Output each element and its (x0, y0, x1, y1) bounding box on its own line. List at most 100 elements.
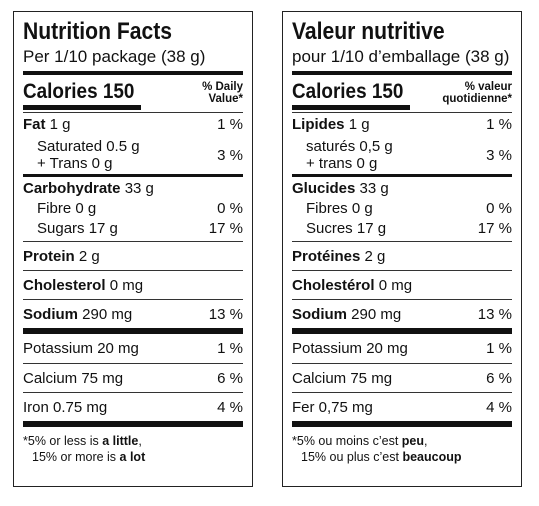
sugars-dv: 17 % (208, 219, 243, 237)
divider (292, 328, 512, 334)
cholesterol-row: Cholestérol 0 mg (292, 271, 512, 299)
footnote-bold: a little (102, 434, 139, 448)
dv-header-line2: quotidienne* (442, 93, 512, 105)
sodium-label: Sodium (23, 305, 78, 323)
carbohydrate-label: Glucides (292, 179, 356, 197)
iron-row: Iron 0.75 mg 4 % (23, 393, 243, 421)
daily-value-header: % valeur quotidienne* (442, 81, 512, 105)
footnote-bold: a lot (119, 450, 146, 464)
footnote-bold: beaucoup (402, 450, 462, 464)
potassium-dv: 1 % (486, 340, 512, 357)
dv-header-line1: % valeur (464, 81, 512, 93)
potassium-row: Potassium 20 mg 1 % (292, 334, 512, 363)
saturated-trans-dv: 3 % (486, 146, 512, 164)
divider (23, 241, 243, 242)
iron-label: Fer 0,75 mg (292, 398, 373, 416)
divider (292, 270, 512, 271)
fibre-label: Fibres 0 g (306, 200, 373, 217)
saturated-label: Saturated 0.5 g (37, 138, 140, 155)
calories-row: Calories 150 % Daily Value* (23, 75, 243, 105)
divider (23, 363, 243, 364)
trans-label: + trans 0 g (306, 155, 378, 172)
divider (292, 392, 512, 393)
divider (292, 421, 512, 427)
fibre-dv: 0 % (217, 200, 243, 217)
divider (292, 71, 512, 75)
calcium-label: Calcium 75 mg (23, 369, 124, 387)
panel-title: Valeur nutritive (292, 18, 445, 45)
divider (23, 328, 243, 334)
calcium-dv: 6 % (486, 369, 512, 387)
saturated-label: saturés 0,5 g (306, 138, 393, 155)
sugars-label: Sucres 17 g (306, 219, 387, 237)
sodium-label: Sodium (292, 305, 347, 323)
footnote-bold: peu (401, 434, 425, 448)
cholesterol-row: Cholesterol 0 mg (23, 271, 243, 299)
cholesterol-label: Cholesterol (23, 276, 106, 294)
calcium-label: Calcium 75 mg (292, 369, 393, 387)
divider (23, 270, 243, 271)
protein-label: Protéines (292, 247, 361, 265)
calories-label: Calories 150 (23, 80, 135, 103)
calories-label: Calories 150 (292, 80, 404, 103)
footnote-text: 15% ou plus c’est (301, 450, 403, 464)
fat-label: Fat (23, 116, 46, 133)
fat-dv: 1 % (486, 116, 512, 133)
carbohydrate-amount: 33 g (124, 179, 154, 197)
footnote-text: , (424, 434, 428, 448)
calcium-row: Calcium 75 mg 6 % (23, 364, 243, 392)
cholesterol-label: Cholestérol (292, 276, 375, 294)
sodium-dv: 13 % (477, 305, 512, 323)
protein-row: Protéines 2 g (292, 242, 512, 270)
calories-underline (292, 105, 410, 110)
divider (292, 112, 512, 113)
fat-label: Lipides (292, 116, 345, 133)
dv-header-line1: % Daily (202, 81, 243, 93)
divider (292, 363, 512, 364)
divider (23, 392, 243, 393)
carbohydrate-label: Carbohydrate (23, 179, 121, 197)
serving-size: pour 1/10 d’emballage (38 g) (292, 47, 510, 66)
iron-dv: 4 % (217, 398, 243, 416)
panel-title: Nutrition Facts (23, 18, 173, 45)
fibre-row: Fibre 0 g 0 % (23, 199, 243, 218)
iron-row: Fer 0,75 mg 4 % (292, 393, 512, 421)
protein-amount: 2 g (78, 247, 100, 265)
footnote: *5% or less is a little, 15% or more is … (23, 433, 243, 465)
potassium-label: Potassium 20 mg (23, 340, 139, 357)
carbohydrate-row: Glucides 33 g (292, 177, 512, 199)
fibre-dv: 0 % (486, 200, 512, 217)
sodium-amount: 290 mg (351, 305, 402, 323)
potassium-dv: 1 % (217, 340, 243, 357)
fat-dv: 1 % (217, 116, 243, 133)
fibre-row: Fibres 0 g 0 % (292, 199, 512, 218)
sugars-row: Sugars 17 g 17 % (23, 218, 243, 238)
divider (292, 241, 512, 242)
sodium-dv: 13 % (208, 305, 243, 323)
daily-value-header: % Daily Value* (202, 81, 243, 105)
sodium-row: Sodium 290 mg 13 % (23, 300, 243, 328)
divider (23, 299, 243, 300)
protein-row: Protein 2 g (23, 242, 243, 270)
saturated-trans-row: Saturated 0.5 g + Trans 0 g 3 % (23, 136, 243, 174)
cholesterol-amount: 0 mg (378, 276, 413, 294)
potassium-label: Potassium 20 mg (292, 340, 408, 357)
sodium-row: Sodium 290 mg 13 % (292, 300, 512, 328)
dv-header-line2: Value* (208, 93, 243, 105)
calcium-row: Calcium 75 mg 6 % (292, 364, 512, 392)
divider (292, 174, 512, 177)
sugars-row: Sucres 17 g 17 % (292, 218, 512, 238)
saturated-trans-dv: 3 % (217, 146, 243, 164)
potassium-row: Potassium 20 mg 1 % (23, 334, 243, 363)
footnote-text: , (138, 434, 142, 448)
fat-row: Fat 1 g 1 % (23, 113, 243, 136)
carbohydrate-row: Carbohydrate 33 g (23, 177, 243, 199)
fat-row: Lipides 1 g 1 % (292, 113, 512, 136)
trans-label: + Trans 0 g (37, 155, 113, 172)
footnote-text: *5% ou moins c’est (292, 434, 402, 448)
iron-dv: 4 % (486, 398, 512, 416)
nutrition-facts-panel-english: Nutrition Facts Per 1/10 package (38 g) … (13, 11, 253, 487)
protein-label: Protein (23, 247, 75, 265)
cholesterol-amount: 0 mg (109, 276, 144, 294)
divider (23, 112, 243, 113)
